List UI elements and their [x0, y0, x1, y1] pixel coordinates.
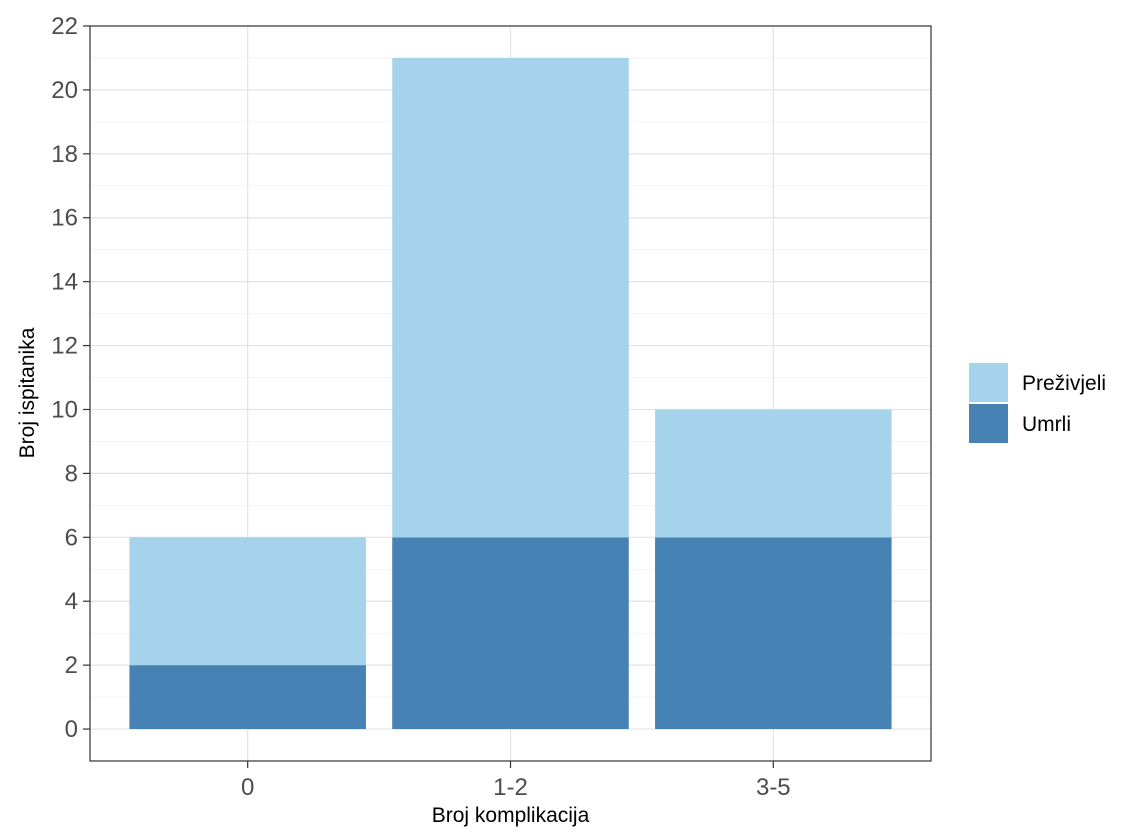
x-tick-label: 0: [241, 774, 254, 801]
y-tick-label: 12: [51, 333, 78, 360]
y-tick-label: 0: [65, 716, 78, 743]
x-axis: 0 1-2 3-5: [241, 761, 791, 801]
x-tick-label: 1-2: [493, 774, 528, 801]
x-tick-label: 3-5: [756, 774, 791, 801]
bar-umrli-3-5: [655, 537, 892, 730]
y-tick-label: 2: [65, 652, 78, 679]
y-tick-label: 8: [65, 460, 78, 487]
bars: [129, 57, 892, 730]
legend-key-umrli: [969, 404, 1008, 443]
y-tick-label: 22: [51, 13, 78, 40]
y-tick-label: 10: [51, 396, 78, 423]
y-axis-title: Broj ispitanika: [16, 327, 39, 458]
bar-preivjeli-3-5: [655, 409, 892, 538]
bar-umrli-1-2: [392, 537, 629, 730]
legend-key-prezivjeli: [969, 363, 1008, 402]
bar-umrli-0: [129, 665, 366, 730]
plot-panel: [89, 25, 932, 762]
y-tick-label: 6: [65, 524, 78, 551]
legend: Preživjeli Umrli: [969, 363, 1106, 443]
legend-label-umrli: Umrli: [1022, 413, 1071, 436]
y-tick-label: 16: [51, 205, 78, 232]
y-tick-label: 18: [51, 141, 78, 168]
bar-preivjeli-0: [129, 537, 366, 666]
bar-preivjeli-1-2: [392, 57, 629, 538]
y-axis: 0 2 4 6 8 10 12 14 16 18 20 22: [51, 13, 90, 743]
y-tick-label: 4: [65, 588, 78, 615]
legend-label-prezivjeli: Preživjeli: [1022, 372, 1106, 395]
x-axis-title: Broj komplikacija: [432, 804, 590, 827]
y-tick-label: 14: [51, 269, 78, 296]
y-tick-label: 20: [51, 77, 78, 104]
